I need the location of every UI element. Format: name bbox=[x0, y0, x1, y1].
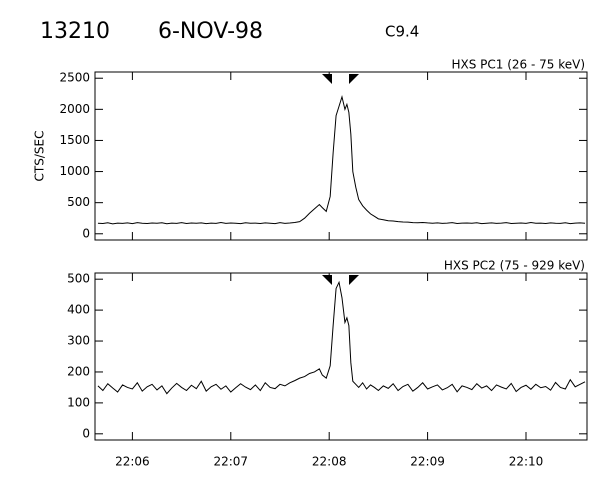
y-axis-label: CTS/SEC bbox=[33, 131, 47, 182]
y-tick-label: 300 bbox=[67, 334, 90, 348]
y-tick-label: 1000 bbox=[59, 164, 90, 178]
interval-marker bbox=[322, 74, 332, 84]
y-tick-label: 500 bbox=[67, 272, 90, 286]
event-id: 13210 bbox=[40, 19, 110, 44]
plot-frame bbox=[94, 272, 588, 441]
y-tick-label: 2000 bbox=[59, 102, 90, 116]
y-tick-label: 2500 bbox=[59, 71, 90, 85]
panel-title: HXS PC2 (75 - 929 keV) bbox=[444, 259, 585, 273]
x-tick-label: 22:06 bbox=[115, 455, 150, 469]
y-tick-label: 0 bbox=[82, 226, 90, 240]
data-line bbox=[97, 95, 586, 225]
interval-marker bbox=[349, 275, 359, 285]
y-tick-label: 0 bbox=[82, 426, 90, 440]
y-tick-label: 400 bbox=[67, 303, 90, 317]
y-tick-label: 200 bbox=[67, 364, 90, 378]
x-tick-label: 22:10 bbox=[509, 455, 544, 469]
plot-frame bbox=[94, 71, 588, 241]
panel-title: HXS PC1 (26 - 75 keV) bbox=[451, 58, 585, 72]
y-tick-label: 100 bbox=[67, 395, 90, 409]
y-tick-label: 1500 bbox=[59, 133, 90, 147]
x-tick-label: 22:07 bbox=[213, 455, 248, 469]
interval-marker bbox=[322, 275, 332, 285]
x-tick-label: 22:09 bbox=[410, 455, 445, 469]
interval-marker bbox=[349, 74, 359, 84]
y-tick-label: 500 bbox=[67, 195, 90, 209]
flare-class: C9.4 bbox=[385, 23, 419, 41]
x-tick-label: 22:08 bbox=[312, 455, 347, 469]
data-line bbox=[97, 280, 586, 395]
event-date: 6-NOV-98 bbox=[158, 19, 263, 44]
